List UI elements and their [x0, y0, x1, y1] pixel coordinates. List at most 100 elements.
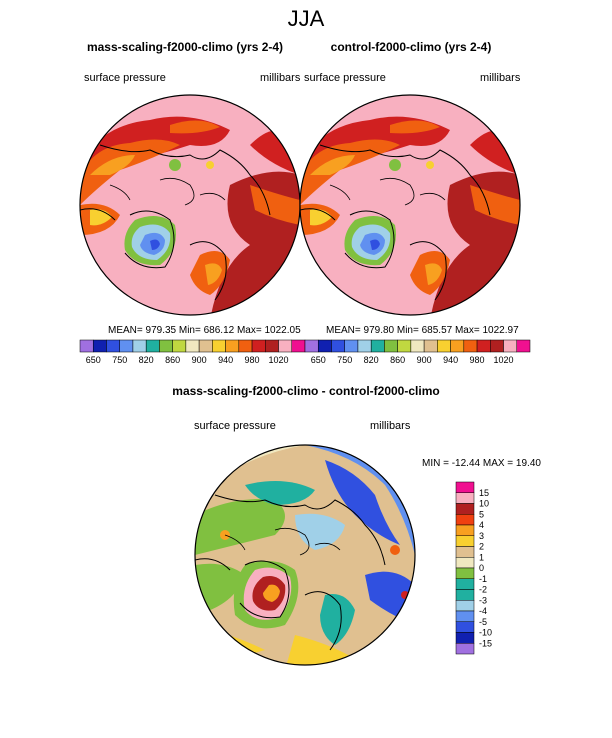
panel2-stats: MEAN= 979.80 Min= 685.57 Max= 1022.97: [326, 325, 519, 336]
colorbar-tick-label: -5: [479, 617, 487, 627]
panel1-variable-label: surface pressure: [84, 72, 166, 84]
colorbar-tick-label: 900: [192, 355, 207, 365]
colorbar-swatch: [516, 339, 531, 353]
colorbar-swatch: [278, 339, 293, 353]
colorbar-tick-label: 900: [417, 355, 432, 365]
colorbar-swatch: [79, 339, 94, 353]
colorbar-swatch: [437, 339, 451, 353]
colorbar-swatch: [455, 610, 475, 622]
panel2-units-label: millibars: [480, 72, 521, 84]
panel2-map: [299, 94, 521, 316]
colorbar-tick-label: 3: [479, 531, 484, 541]
colorbar-swatch: [370, 339, 385, 353]
colorbar-swatch: [455, 589, 475, 601]
colorbar-swatch: [503, 339, 518, 353]
colorbar-swatch: [455, 503, 475, 515]
panel1-units-label: millibars: [260, 72, 301, 84]
colorbar-swatch: [92, 339, 107, 353]
colorbar-swatch: [357, 339, 372, 353]
colorbar-swatch: [410, 339, 425, 353]
colorbar-swatch: [317, 339, 332, 353]
colorbar-tick-label: 0: [479, 563, 484, 573]
colorbar-tick-label: -1: [479, 574, 487, 584]
colorbar-swatch: [185, 339, 200, 353]
colorbar-tick-label: 750: [112, 355, 127, 365]
colorbar-tick-label: 820: [139, 355, 154, 365]
colorbar-tick-label: 860: [165, 355, 180, 365]
colorbar-swatch: [455, 643, 475, 655]
colorbar-swatch: [106, 339, 120, 353]
diff-stats: MIN = -12.44 MAX = 19.40: [422, 458, 541, 469]
colorbar-swatch: [455, 535, 475, 547]
colorbar-swatch: [331, 339, 345, 353]
page-title: JJA: [287, 6, 325, 31]
colorbar-tick-label: 1020: [494, 355, 514, 365]
panel1-title: mass-scaling-f2000-climo (yrs 2-4): [86, 40, 284, 54]
colorbar-swatch: [225, 339, 240, 353]
colorbar-swatch: [291, 339, 306, 353]
panel1-map: [79, 94, 301, 316]
colorbar-tick-label: 940: [218, 355, 233, 365]
colorbar-tick-label: 750: [337, 355, 352, 365]
colorbar-swatch: [198, 339, 213, 353]
colorbar-tick-label: -3: [479, 595, 487, 605]
colorbar-tick-label: 5: [479, 509, 484, 519]
colorbar-tick-label: 1: [479, 552, 484, 562]
colorbar-swatch: [145, 339, 160, 353]
colorbar-tick-label: -2: [479, 585, 487, 595]
colorbar-tick-label: 650: [86, 355, 101, 365]
colorbar-swatch: [490, 339, 504, 353]
diff-map: [194, 444, 416, 666]
colorbar-tick-label: 980: [245, 355, 260, 365]
colorbar-swatch: [251, 339, 266, 353]
colorbar-swatch: [397, 339, 412, 353]
colorbar-swatch: [238, 339, 253, 353]
panel2-colorbar: 650 750 820 860 900 940 980 1020: [304, 339, 531, 365]
colorbar-swatch: [384, 339, 398, 353]
colorbar-tick-label: -10: [479, 628, 492, 638]
diff-variable-label: surface pressure: [194, 420, 276, 432]
colorbar-swatch: [455, 514, 475, 526]
panel2-title: control-f2000-climo (yrs 2-4): [330, 40, 492, 54]
colorbar-swatch: [455, 600, 475, 612]
colorbar-swatch: [159, 339, 173, 353]
colorbar-tick-label: 10: [479, 499, 489, 509]
colorbar-swatch: [455, 621, 475, 633]
colorbar-swatch: [455, 557, 475, 569]
colorbar-swatch: [344, 339, 359, 353]
colorbar-swatch: [463, 339, 478, 353]
colorbar-swatch: [132, 339, 147, 353]
colorbar-tick-label: 860: [390, 355, 405, 365]
panel2-variable-label: surface pressure: [304, 72, 386, 84]
diff-panel-title: mass-scaling-f2000-climo - control-f2000…: [172, 384, 440, 398]
colorbar-swatch: [455, 546, 475, 558]
diff-units-label: millibars: [370, 420, 411, 432]
colorbar-swatch: [455, 632, 475, 644]
colorbar-tick-label: 15: [479, 488, 489, 498]
colorbar-swatch: [212, 339, 226, 353]
colorbar-swatch: [172, 339, 187, 353]
colorbar-tick-label: 2: [479, 542, 484, 552]
colorbar-tick-label: 650: [311, 355, 326, 365]
colorbar-swatch: [304, 339, 319, 353]
colorbar-swatch: [476, 339, 491, 353]
colorbar-tick-label: 940: [443, 355, 458, 365]
colorbar-tick-label: 1020: [269, 355, 289, 365]
colorbar-swatch: [265, 339, 279, 353]
panel1-stats: MEAN= 979.35 Min= 686.12 Max= 1022.05: [108, 325, 301, 336]
panel1-colorbar: 650 750 820 860 900 940 980 1020: [79, 339, 306, 365]
colorbar-swatch: [455, 481, 475, 493]
colorbar-swatch: [455, 578, 475, 590]
colorbar-tick-label: -15: [479, 638, 492, 648]
colorbar-swatch: [119, 339, 134, 353]
colorbar-swatch: [455, 492, 475, 504]
colorbar-swatch: [423, 339, 438, 353]
colorbar-tick-label: 820: [364, 355, 379, 365]
colorbar-tick-label: -4: [479, 606, 487, 616]
colorbar-swatch: [455, 567, 475, 579]
colorbar-swatch: [450, 339, 465, 353]
colorbar-swatch: [455, 524, 475, 536]
colorbar-tick-label: 4: [479, 520, 484, 530]
